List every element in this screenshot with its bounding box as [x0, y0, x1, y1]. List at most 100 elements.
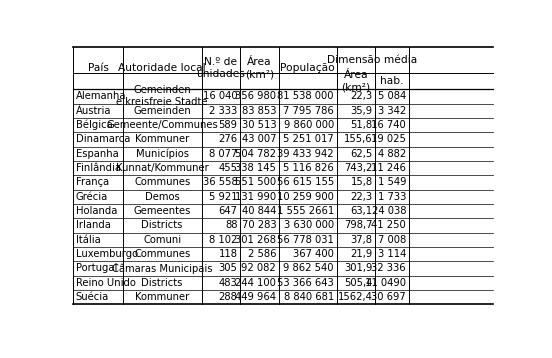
Text: 4 882: 4 882 — [378, 149, 406, 159]
Text: Kommuner: Kommuner — [135, 135, 189, 144]
Text: 3 342: 3 342 — [378, 106, 406, 116]
Text: Gemeinden
e kreisfreie Stadte: Gemeinden e kreisfreie Stadte — [116, 86, 208, 107]
Text: 7 795 786: 7 795 786 — [283, 106, 334, 116]
Text: 5 921: 5 921 — [209, 192, 237, 202]
Text: 37,8: 37,8 — [351, 235, 373, 245]
Text: 35,9: 35,9 — [351, 106, 373, 116]
Text: Comuni: Comuni — [143, 235, 181, 245]
Text: 504 782: 504 782 — [235, 149, 276, 159]
Text: 11 0490: 11 0490 — [365, 278, 406, 288]
Text: Portugal: Portugal — [76, 263, 117, 274]
Text: Bélgica: Bélgica — [76, 120, 113, 130]
Text: 24 038: 24 038 — [371, 206, 406, 216]
Text: 41 250: 41 250 — [371, 221, 406, 231]
Text: 43 007: 43 007 — [242, 135, 276, 144]
Text: Dimensão média: Dimensão média — [327, 55, 418, 65]
Text: 1 549: 1 549 — [378, 178, 406, 188]
Text: 356 980: 356 980 — [235, 91, 276, 101]
Text: 118: 118 — [219, 249, 237, 259]
Text: Districts: Districts — [141, 221, 183, 231]
Text: 81 538 000: 81 538 000 — [278, 91, 334, 101]
Text: 551 500: 551 500 — [235, 178, 276, 188]
Text: População: População — [280, 63, 335, 73]
Text: 36 558: 36 558 — [203, 178, 237, 188]
Text: 647: 647 — [219, 206, 237, 216]
Text: 301 268: 301 268 — [235, 235, 276, 245]
Text: 1562,4: 1562,4 — [338, 292, 373, 302]
Text: Kunnat/Kommuner: Kunnat/Kommuner — [116, 163, 209, 173]
Text: hab.: hab. — [380, 76, 404, 86]
Text: 3 114: 3 114 — [378, 249, 406, 259]
Text: 2 586: 2 586 — [248, 249, 276, 259]
Text: 56 615 155: 56 615 155 — [277, 178, 334, 188]
Text: 19 025: 19 025 — [371, 135, 406, 144]
Text: N.º de
unidades: N.º de unidades — [197, 57, 245, 79]
Text: Áustria: Áustria — [76, 106, 112, 116]
Text: 9 862 540: 9 862 540 — [284, 263, 334, 274]
Text: Municípios: Municípios — [136, 149, 189, 159]
Text: 32 336: 32 336 — [371, 263, 406, 274]
Text: 88: 88 — [225, 221, 237, 231]
Text: Dinamarca: Dinamarca — [76, 135, 130, 144]
Text: 10 259 900: 10 259 900 — [277, 192, 334, 202]
Text: 5 084: 5 084 — [378, 91, 406, 101]
Text: Reino Unido: Reino Unido — [76, 278, 136, 288]
Text: 16 040: 16 040 — [203, 91, 237, 101]
Text: 7 008: 7 008 — [378, 235, 406, 245]
Text: 30 513: 30 513 — [242, 120, 276, 130]
Text: 155,6: 155,6 — [344, 135, 373, 144]
Text: Itália: Itália — [76, 235, 100, 245]
Text: Holanda: Holanda — [76, 206, 117, 216]
Text: Luxemburgo: Luxemburgo — [76, 249, 138, 259]
Text: 70 283: 70 283 — [242, 221, 276, 231]
Text: 92 082: 92 082 — [241, 263, 276, 274]
Text: 51,8: 51,8 — [351, 120, 373, 130]
Text: Demos: Demos — [145, 192, 179, 202]
Text: 743,2: 743,2 — [344, 163, 373, 173]
Text: 15,8: 15,8 — [351, 178, 373, 188]
Text: Espanha: Espanha — [76, 149, 119, 159]
Text: 8 840 681: 8 840 681 — [284, 292, 334, 302]
Text: Autoridade local: Autoridade local — [118, 63, 206, 73]
Text: 367 400: 367 400 — [293, 249, 334, 259]
Text: 1 733: 1 733 — [378, 192, 406, 202]
Text: 449 964: 449 964 — [235, 292, 276, 302]
Text: 455: 455 — [219, 163, 237, 173]
Text: França: França — [76, 178, 109, 188]
Text: 9 860 000: 9 860 000 — [284, 120, 334, 130]
Text: 131 990: 131 990 — [235, 192, 276, 202]
Text: 305: 305 — [219, 263, 237, 274]
Text: Área
(km²): Área (km²) — [245, 57, 274, 79]
Text: Gemeentes: Gemeentes — [134, 206, 191, 216]
Text: 22,3: 22,3 — [351, 91, 373, 101]
Text: 3 630 000: 3 630 000 — [284, 221, 334, 231]
Text: Grécia: Grécia — [76, 192, 108, 202]
Text: 483: 483 — [219, 278, 237, 288]
Text: 40 844: 40 844 — [242, 206, 276, 216]
Text: Alemanha: Alemanha — [76, 91, 126, 101]
Text: 11 246: 11 246 — [371, 163, 406, 173]
Text: 505,4: 505,4 — [344, 278, 373, 288]
Text: 338 145: 338 145 — [235, 163, 276, 173]
Text: Communes: Communes — [134, 178, 190, 188]
Text: Gemeente/Communes: Gemeente/Communes — [107, 120, 218, 130]
Text: Gemeinden: Gemeinden — [133, 106, 191, 116]
Text: 288: 288 — [219, 292, 237, 302]
Text: 39 433 942: 39 433 942 — [277, 149, 334, 159]
Text: 8 102: 8 102 — [209, 235, 237, 245]
Text: 22,3: 22,3 — [351, 192, 373, 202]
Text: Districts: Districts — [141, 278, 183, 288]
Text: 244 100: 244 100 — [235, 278, 276, 288]
Text: 2 333: 2 333 — [209, 106, 237, 116]
Text: 276: 276 — [219, 135, 237, 144]
Text: 63,1: 63,1 — [351, 206, 373, 216]
Text: Área
(km²): Área (km²) — [341, 70, 370, 92]
Text: 8 077: 8 077 — [209, 149, 237, 159]
Text: 21,9: 21,9 — [351, 249, 373, 259]
Text: Kommuner: Kommuner — [135, 292, 189, 302]
Text: 5 116 826: 5 116 826 — [283, 163, 334, 173]
Text: 798,7: 798,7 — [344, 221, 373, 231]
Text: 1 555 2661: 1 555 2661 — [277, 206, 334, 216]
Text: 5 251 017: 5 251 017 — [283, 135, 334, 144]
Text: Irlanda: Irlanda — [76, 221, 111, 231]
